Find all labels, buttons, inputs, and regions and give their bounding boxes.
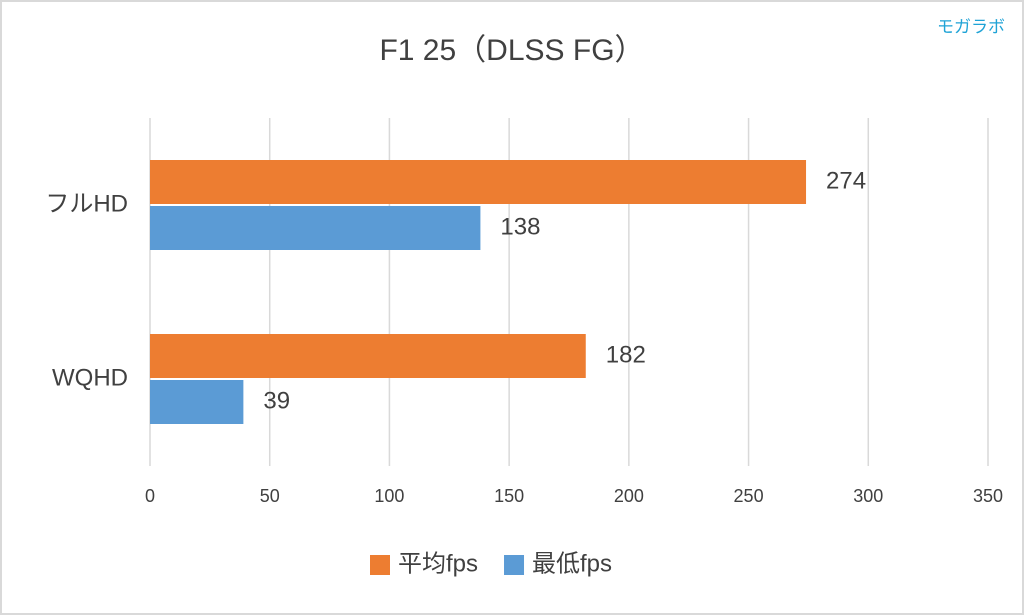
value-label: 138 (500, 213, 540, 240)
x-tick-label: 0 (145, 486, 155, 506)
chart-title: F1 25（DLSS FG） (379, 34, 644, 67)
legend-label: 最低fps (532, 550, 612, 577)
y-tick-label: WQHD (52, 364, 128, 391)
x-tick-label: 100 (374, 486, 404, 506)
watermark: モガラボ (937, 17, 1005, 36)
x-tick-label: 200 (614, 486, 644, 506)
value-label: 39 (263, 387, 290, 414)
x-tick-label: 250 (734, 486, 764, 506)
legend-swatch (504, 555, 525, 575)
value-label: 274 (826, 167, 866, 194)
bar (150, 380, 244, 424)
legend-label: 平均fps (398, 550, 478, 577)
x-tick-label: 300 (853, 486, 883, 506)
y-tick-label: フルHD (45, 190, 128, 217)
bar (150, 206, 481, 250)
x-tick-label: 350 (973, 486, 1003, 506)
legend-swatch (370, 555, 390, 575)
bar (150, 160, 807, 204)
x-tick-label: 150 (494, 486, 524, 506)
bar (150, 334, 586, 378)
value-label: 182 (606, 341, 646, 368)
x-tick-label: 50 (260, 486, 280, 506)
